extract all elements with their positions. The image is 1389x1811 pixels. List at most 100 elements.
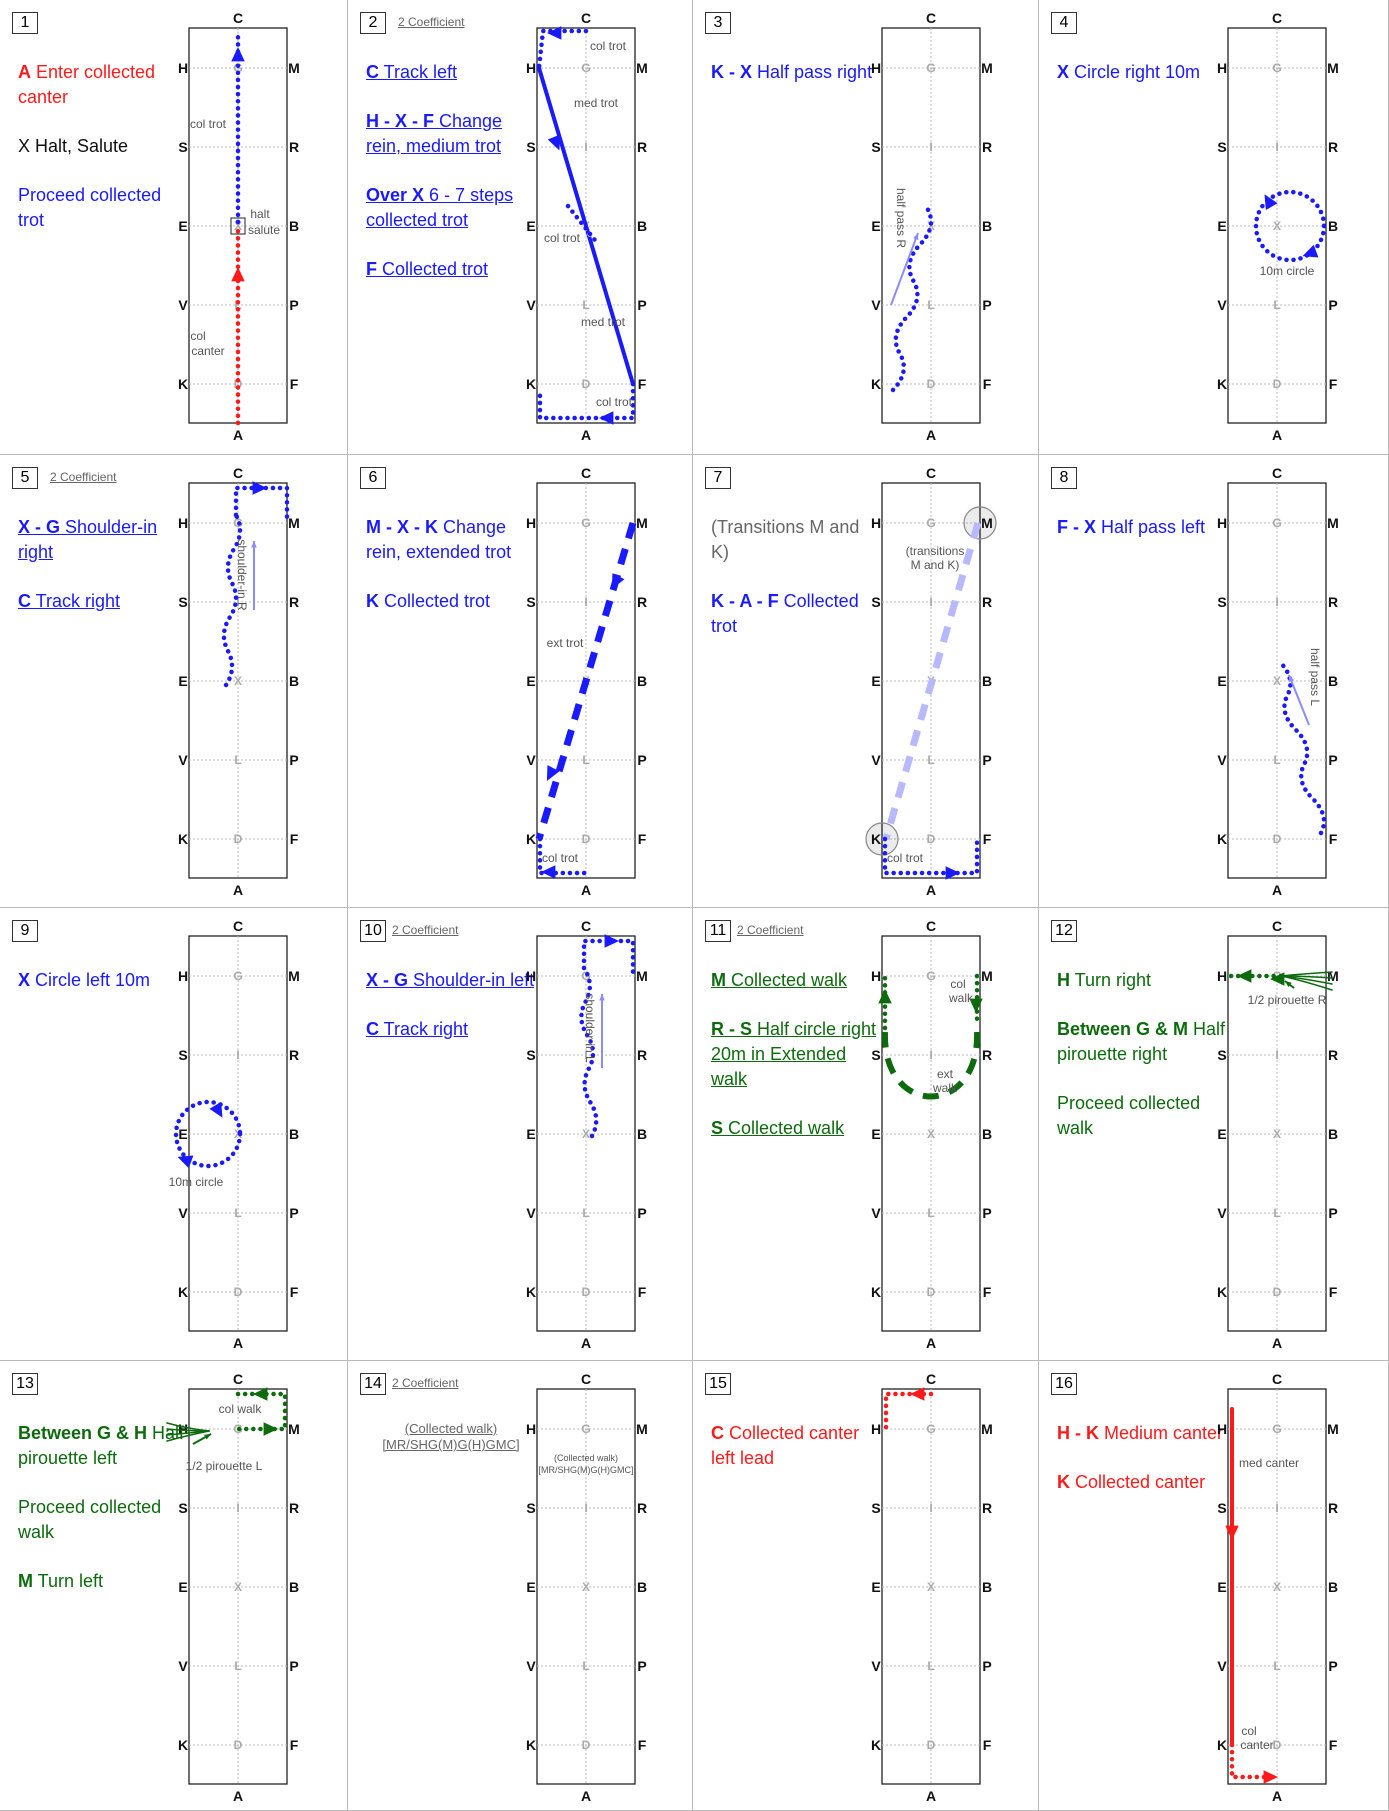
- marker-G: G: [926, 969, 935, 983]
- marker-B: B: [1328, 1126, 1338, 1142]
- marker-B: B: [1328, 218, 1338, 234]
- marker-sequence: H - X - F: [366, 111, 434, 131]
- movement-instructions: M - X - K Change rein, extended trot K Co…: [366, 515, 536, 638]
- marker-I: I: [929, 595, 932, 609]
- marker-K: K: [871, 1737, 881, 1753]
- marker-I: I: [584, 140, 587, 154]
- marker-D: D: [1273, 832, 1282, 846]
- movement-number: 8: [1051, 467, 1077, 489]
- instruction-text: Track right: [31, 591, 121, 611]
- track-path: [536, 28, 589, 71]
- marker-L: L: [582, 753, 589, 767]
- marker-G: G: [581, 61, 590, 75]
- movement-cell: 7 (Transitions M and K) K - A - F Collecte…: [693, 455, 1039, 908]
- marker-F: F: [638, 1737, 647, 1753]
- coefficient-label: 2 Coefficient: [392, 923, 459, 937]
- marker-P: P: [289, 752, 298, 768]
- marker-I: I: [584, 1048, 587, 1062]
- marker-V: V: [871, 1205, 881, 1221]
- marker-P: P: [289, 1658, 298, 1674]
- marker-B: B: [637, 673, 647, 689]
- marker-R: R: [1328, 139, 1338, 155]
- movement-cell: 9 X Circle left 10m H M G S R I E B X V P L K F D C A 10m c…: [0, 908, 348, 1361]
- track-arrow: [604, 934, 619, 948]
- marker-P: P: [982, 1658, 991, 1674]
- marker-L: L: [582, 1659, 589, 1673]
- marker-V: V: [1217, 1205, 1227, 1221]
- instruction-line: C Track left: [366, 60, 536, 85]
- marker-V: V: [1217, 752, 1227, 768]
- marker-R: R: [289, 139, 299, 155]
- marker-F: F: [290, 831, 299, 847]
- marker-sequence: H - K: [1057, 1423, 1099, 1443]
- marker-sequence: R - S: [711, 1019, 753, 1039]
- walk-arrow-2: [878, 989, 892, 1004]
- marker-L: L: [1273, 1206, 1280, 1220]
- marker-V: V: [178, 752, 188, 768]
- instruction-line: (Transitions M and K): [711, 515, 881, 565]
- marker-S: S: [871, 1500, 880, 1516]
- path-note: col: [950, 977, 965, 991]
- marker-I: I: [929, 1048, 932, 1062]
- movement-instructions: H Turn right Between G & M Half pirouette…: [1057, 968, 1227, 1165]
- marker-sequence: S: [711, 1118, 724, 1138]
- marker-S: S: [1217, 594, 1226, 610]
- path-note: walk: [948, 991, 974, 1005]
- marker-R: R: [289, 594, 299, 610]
- ext-arrow-2: [546, 765, 560, 782]
- marker-B: B: [637, 1126, 647, 1142]
- circle-arrow-2: [177, 1155, 194, 1169]
- marker-I: I: [1275, 1048, 1278, 1062]
- ext-walk-path: [881, 1031, 981, 1100]
- marker-D: D: [927, 377, 936, 391]
- marker-V: V: [178, 1205, 188, 1221]
- marker-F: F: [983, 376, 992, 392]
- marker-sequence: Between G & H: [18, 1423, 148, 1443]
- movement-number: 14: [360, 1373, 386, 1395]
- marker-E: E: [526, 673, 535, 689]
- coefficient-label: 2 Coefficient: [398, 15, 465, 29]
- movement-number: 1: [12, 12, 38, 34]
- instruction-line: Proceed collected trot: [18, 183, 188, 233]
- marker-X: X: [1273, 1127, 1281, 1141]
- path-note: half pass R: [894, 188, 908, 248]
- instruction-line: K Collected canter: [1057, 1470, 1227, 1495]
- marker-B: B: [289, 218, 299, 234]
- marker-sequence: K: [1057, 1472, 1070, 1492]
- marker-L: L: [927, 1206, 934, 1220]
- marker-A: A: [233, 1788, 243, 1804]
- path-note: half pass L: [1308, 648, 1322, 706]
- marker-I: I: [584, 595, 587, 609]
- marker-D: D: [582, 1285, 591, 1299]
- movement-cell: 11 2 Coefficient M Collected walk R - S Hal…: [693, 908, 1039, 1361]
- movement-instructions: (Transitions M and K) K - A - F Collected…: [711, 515, 881, 663]
- turn-arrow: [1237, 969, 1252, 983]
- path-note: col trot: [596, 395, 633, 409]
- movement-instructions: M Collected walk R - S Half circle right …: [711, 968, 881, 1165]
- marker-M: M: [288, 515, 300, 531]
- movement-cell: 2 2 Coefficient C Track left H - X - F Chan…: [348, 0, 693, 455]
- coefficient-label: 2 Coefficient: [392, 1376, 459, 1390]
- movement-instructions: Between G & H Half pirouette left Proceed…: [18, 1421, 188, 1618]
- movement-instructions: H - K Medium canter K Collected canter: [1057, 1421, 1227, 1519]
- movement-cell: 15 C Collected canter left lead H M G S R I E B X V…: [693, 1361, 1039, 1811]
- marker-L: L: [234, 753, 241, 767]
- instruction-line: F Collected trot: [366, 257, 536, 282]
- marker-S: S: [526, 1500, 535, 1516]
- marker-C: C: [1272, 918, 1282, 934]
- marker-F: F: [1329, 1737, 1338, 1753]
- marker-F: F: [1329, 831, 1338, 847]
- marker-B: B: [637, 1579, 647, 1595]
- instruction-text: Enter collected canter: [18, 62, 156, 107]
- marker-S: S: [1217, 1047, 1226, 1063]
- marker-K: K: [871, 831, 881, 847]
- marker-V: V: [526, 1658, 536, 1674]
- marker-M: M: [288, 968, 300, 984]
- movement-number: 16: [1051, 1373, 1077, 1395]
- marker-L: L: [234, 1659, 241, 1673]
- marker-S: S: [1217, 1500, 1226, 1516]
- marker-I: I: [1275, 140, 1278, 154]
